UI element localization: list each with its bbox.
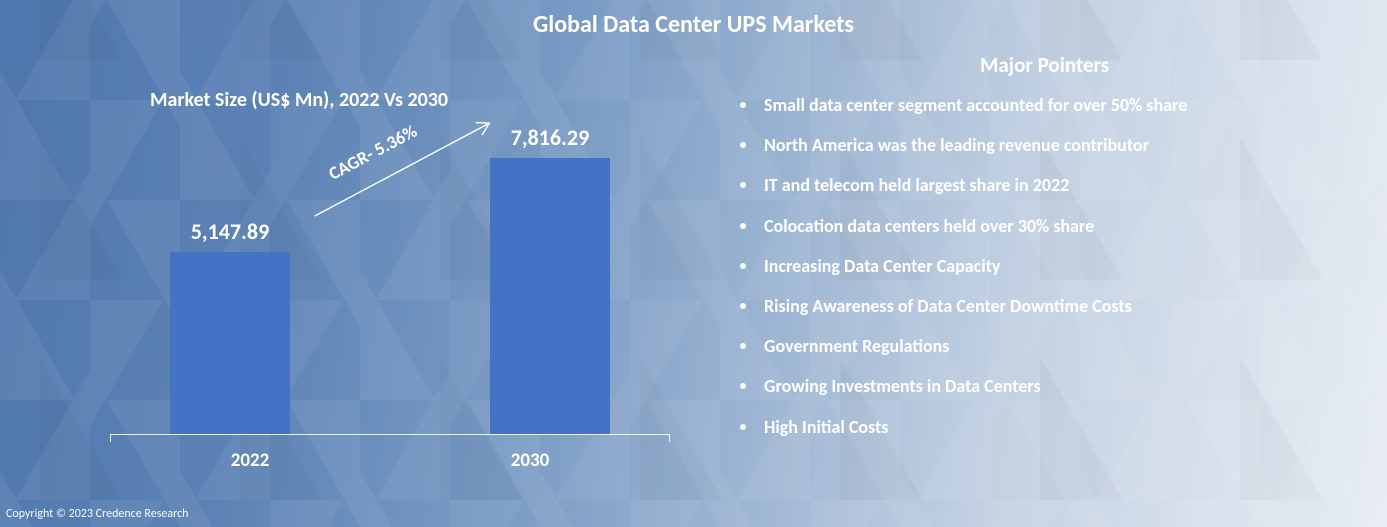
bar-2022: 5,147.89 xyxy=(170,252,290,434)
list-item-text: Small data center segment accounted for … xyxy=(764,88,1187,122)
xlabel-2022: 2022 xyxy=(110,449,390,472)
axis-tick-right xyxy=(669,434,670,442)
list-item-text: IT and telecom held largest share in 202… xyxy=(764,168,1069,202)
list-item: IT and telecom held largest share in 202… xyxy=(740,168,1360,202)
bullet-icon xyxy=(740,263,746,269)
axis-tick-left xyxy=(110,434,111,442)
list-item: High Initial Costs xyxy=(740,410,1360,444)
bullet-icon xyxy=(740,142,746,148)
bullet-icon xyxy=(740,102,746,108)
xlabel-2030: 2030 xyxy=(390,449,670,472)
list-item-text: Colocation data centers held over 30% sh… xyxy=(764,209,1094,243)
bar-2022-value-label: 5,147.89 xyxy=(130,218,330,245)
list-item-text: North America was the leading revenue co… xyxy=(764,128,1149,162)
chart-x-axis-labels: 2022 2030 xyxy=(110,449,670,472)
copyright-text: Copyright © 2023 Credence Research xyxy=(6,507,189,521)
list-item: Increasing Data Center Capacity xyxy=(740,249,1360,283)
major-pointers-list: Small data center segment accounted for … xyxy=(740,88,1360,450)
list-item-text: Growing Investments in Data Centers xyxy=(764,369,1041,403)
bullet-icon xyxy=(740,303,746,309)
infographic-stage: Global Data Center UPS Markets Market Si… xyxy=(0,0,1387,527)
bullet-icon xyxy=(740,424,746,430)
bullet-icon xyxy=(740,383,746,389)
list-item-text: Increasing Data Center Capacity xyxy=(764,249,1000,283)
list-item-text: Rising Awareness of Data Center Downtime… xyxy=(764,289,1132,323)
list-item: Colocation data centers held over 30% sh… xyxy=(740,209,1360,243)
list-item: Growing Investments in Data Centers xyxy=(740,369,1360,403)
pointers-heading: Major Pointers xyxy=(980,52,1109,78)
list-item-text: Government Regulations xyxy=(764,329,949,363)
bullet-icon xyxy=(740,343,746,349)
chart-plot-area: 5,147.89 7,816.29 CAGR- 5.36% xyxy=(110,135,670,435)
bullet-icon xyxy=(740,182,746,188)
list-item-text: High Initial Costs xyxy=(764,410,888,444)
chart-subtitle: Market Size (US$ Mn), 2022 Vs 2030 xyxy=(150,88,448,112)
list-item: North America was the leading revenue co… xyxy=(740,128,1360,162)
list-item: Rising Awareness of Data Center Downtime… xyxy=(740,289,1360,323)
bullet-icon xyxy=(740,223,746,229)
list-item: Small data center segment accounted for … xyxy=(740,88,1360,122)
market-size-bar-chart: 5,147.89 7,816.29 CAGR- 5.36% 2022 2030 xyxy=(110,135,670,465)
list-item: Government Regulations xyxy=(740,329,1360,363)
page-title: Global Data Center UPS Markets xyxy=(0,10,1387,39)
